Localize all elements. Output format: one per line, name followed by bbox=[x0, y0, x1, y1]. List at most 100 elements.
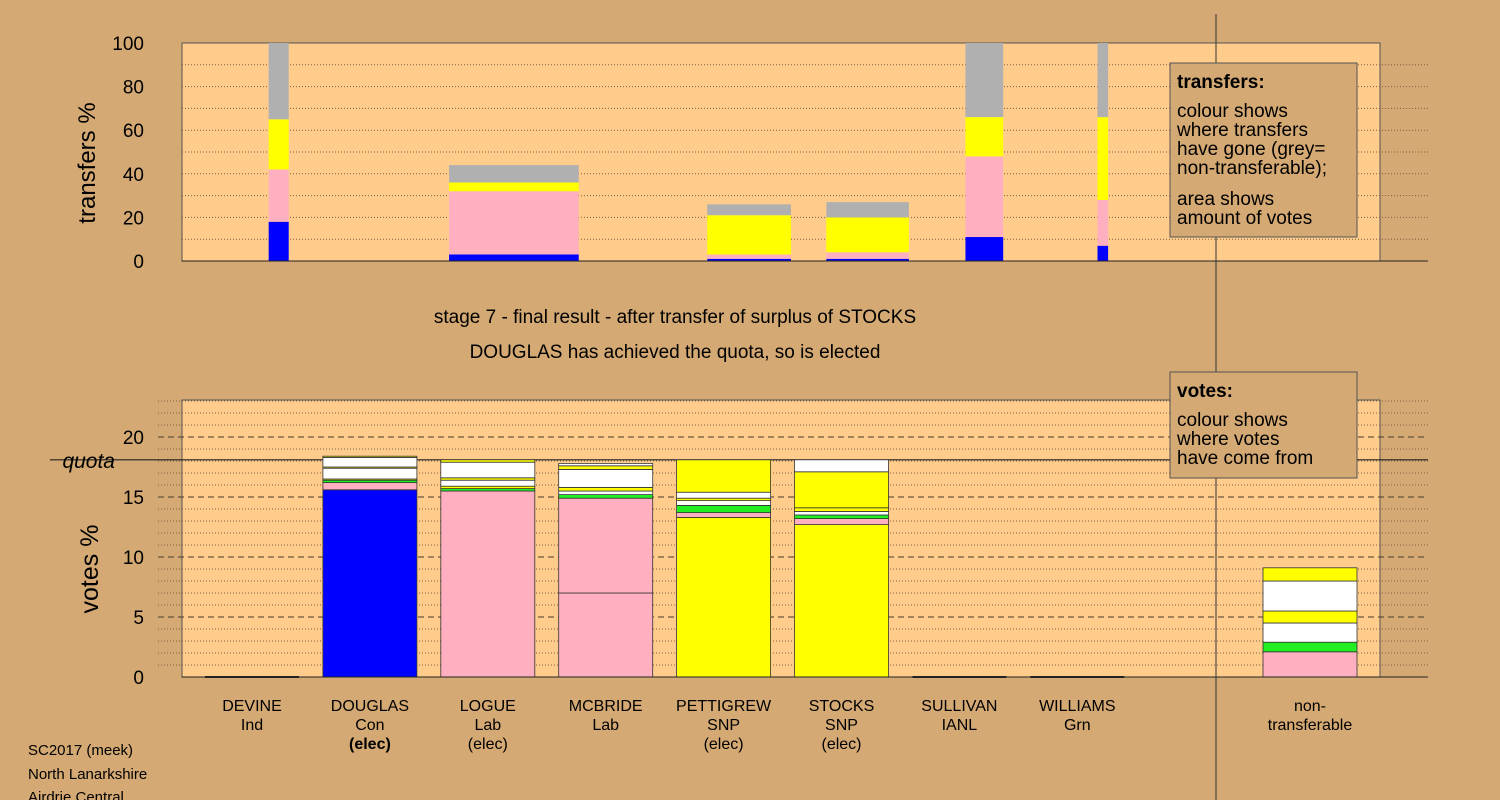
candidate-name: SULLIVAN bbox=[921, 698, 997, 715]
transfer-segment-snp bbox=[449, 182, 579, 192]
candidate-status: (elec) bbox=[704, 736, 744, 753]
candidate-name: LOGUE bbox=[460, 698, 516, 715]
votes-y-tick-label: 20 bbox=[123, 428, 144, 449]
vote-segment-other bbox=[794, 510, 889, 516]
ward-info: Airdrie Central bbox=[28, 789, 124, 800]
transfers-y-tick-label: 80 bbox=[123, 78, 144, 99]
candidate-party: transferable bbox=[1268, 717, 1353, 734]
candidate-status: (elec) bbox=[821, 736, 861, 753]
transfers-y-ticks: 0 20 40 60 80 100 bbox=[112, 34, 144, 273]
vote-segment-lab bbox=[794, 518, 889, 525]
vote-segment-snp bbox=[558, 465, 654, 470]
transfer-segment-lab bbox=[268, 169, 289, 222]
votes-y-axis-label: votes % bbox=[76, 525, 104, 614]
votes-y-tick-label: 10 bbox=[123, 548, 144, 569]
transfer-segment-lab bbox=[965, 156, 1004, 238]
vote-segment-other bbox=[558, 462, 654, 467]
vote-segment-snp bbox=[676, 517, 771, 678]
transfer-segment-lab bbox=[707, 254, 791, 259]
vote-segment-other bbox=[558, 468, 654, 488]
transfers-legend-line: non-transferable); bbox=[1177, 158, 1327, 179]
transfer-segment-lab bbox=[1097, 199, 1109, 246]
votes-legend-box bbox=[1169, 371, 1358, 479]
vote-segment-con bbox=[322, 489, 418, 678]
candidate-party: Ind bbox=[241, 717, 263, 734]
candidate-party: SNP bbox=[707, 717, 740, 734]
candidate-name: non- bbox=[1294, 698, 1326, 715]
vote-segment-snp bbox=[440, 459, 536, 463]
transfer-segment-lab bbox=[826, 252, 909, 259]
vote-segment-other bbox=[1262, 622, 1358, 643]
vote-segment-other bbox=[558, 490, 654, 495]
transfer-segment-nontransferable bbox=[826, 202, 909, 218]
candidate-party: Con bbox=[355, 717, 384, 734]
transfers-y-tick-label: 40 bbox=[123, 165, 144, 186]
vote-segment-other bbox=[440, 479, 536, 487]
candidate-party: Lab bbox=[592, 717, 619, 734]
transfers-legend-box bbox=[1169, 62, 1358, 238]
candidate-name: WILLIAMS bbox=[1039, 698, 1115, 715]
vote-segment-other bbox=[322, 456, 418, 468]
vote-segment-grn bbox=[558, 494, 654, 499]
transfers-legend-line: area shows bbox=[1177, 189, 1274, 210]
vote-segment-snp bbox=[1262, 567, 1358, 582]
transfer-segment-snp bbox=[707, 215, 791, 255]
candidate-labels: DEVINE Ind DOUGLAS Con (elec) LOGUE Lab (elec) M… bbox=[222, 698, 1352, 753]
votes-y-tick-label: 5 bbox=[133, 608, 144, 629]
transfer-segment-lab bbox=[449, 191, 579, 255]
transfers-legend-line: amount of votes bbox=[1177, 208, 1312, 229]
transfers-y-tick-label: 60 bbox=[123, 121, 144, 142]
transfers-y-axis-label: transfers % bbox=[74, 102, 101, 223]
candidate-name: MCBRIDE bbox=[569, 698, 643, 715]
vote-segment-lab bbox=[676, 512, 771, 518]
transfer-segment-con bbox=[1097, 245, 1109, 261]
election-info: SC2017 (meek) bbox=[28, 742, 133, 759]
votes-bars bbox=[182, 455, 1428, 678]
votes-y-tick-label: 15 bbox=[123, 488, 144, 509]
candidate-status: (elec) bbox=[468, 736, 508, 753]
candidate-name: PETTIGREW bbox=[676, 698, 772, 715]
votes-legend-title: votes: bbox=[1177, 381, 1233, 402]
quota-label: quota bbox=[62, 450, 115, 473]
vote-segment-grn bbox=[794, 514, 889, 519]
transfer-segment-con bbox=[826, 258, 909, 261]
vote-segment-other bbox=[676, 500, 771, 506]
votes-legend: votes: colour shows where votes have com… bbox=[1169, 371, 1358, 479]
transfer-segment-snp bbox=[965, 117, 1004, 157]
transfer-segment-snp bbox=[826, 217, 909, 253]
council-info: North Lanarkshire bbox=[28, 766, 147, 783]
candidate-party: Lab bbox=[474, 717, 501, 734]
vote-segment-other bbox=[676, 491, 771, 499]
transfer-segment-con bbox=[268, 221, 289, 261]
vote-segment-other bbox=[1262, 580, 1358, 612]
votes-legend-line: have come from bbox=[1177, 448, 1313, 469]
vote-segment-lab bbox=[558, 497, 654, 594]
candidate-name: DEVINE bbox=[222, 698, 282, 715]
transfer-segment-nontransferable bbox=[965, 43, 1004, 118]
vote-segment-lab bbox=[440, 490, 536, 678]
transfer-segment-snp bbox=[268, 119, 289, 170]
vote-segment-lab bbox=[1262, 651, 1358, 678]
candidate-party: Grn bbox=[1064, 717, 1091, 734]
transfer-segment-snp bbox=[1097, 117, 1109, 200]
vote-segment-other bbox=[440, 461, 536, 479]
vote-segment-grn bbox=[676, 504, 771, 513]
vote-segment-snp bbox=[794, 471, 889, 509]
vote-segment-snp bbox=[794, 507, 889, 512]
vote-segment-snp bbox=[1262, 610, 1358, 624]
vote-segment-snp bbox=[676, 459, 771, 493]
stage-description: stage 7 - final result - after transfer … bbox=[434, 307, 916, 328]
votes-y-tick-label: 0 bbox=[133, 668, 144, 689]
transfer-segment-nontransferable bbox=[707, 204, 791, 216]
vote-segment-lab bbox=[558, 592, 654, 678]
candidate-name: DOUGLAS bbox=[331, 698, 409, 715]
transfer-segment-nontransferable bbox=[449, 165, 579, 183]
transfers-bars bbox=[182, 43, 1428, 262]
transfers-legend: transfers: colour shows where transfers … bbox=[1169, 62, 1358, 238]
candidate-status: (elec) bbox=[349, 736, 391, 753]
candidate-party: SNP bbox=[825, 717, 858, 734]
transfer-segment-con bbox=[449, 254, 579, 261]
vote-segment-other bbox=[794, 459, 889, 473]
transfer-segment-nontransferable bbox=[268, 43, 289, 120]
stage-result: DOUGLAS has achieved the quota, so is el… bbox=[470, 342, 881, 363]
